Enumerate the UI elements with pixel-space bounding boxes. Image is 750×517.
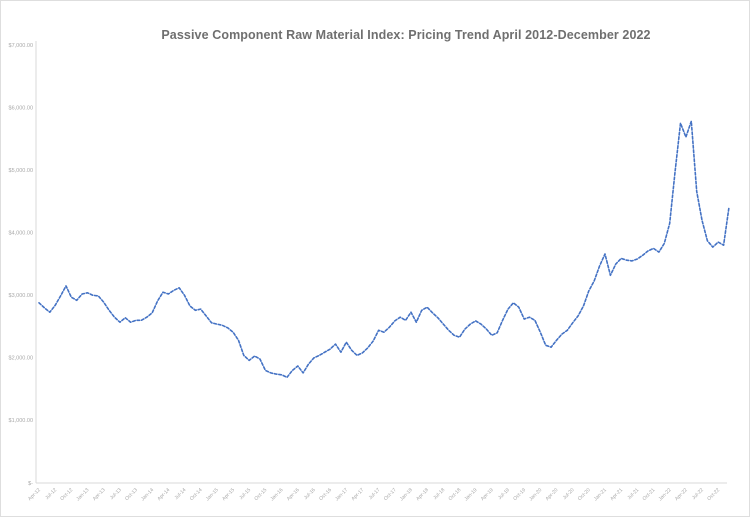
x-tick-label: Jul-19	[497, 487, 511, 501]
x-tick-label: Jul-17	[368, 487, 382, 501]
x-tick-label: Jul-16	[303, 487, 317, 501]
x-tick-label: Jul-22	[691, 487, 705, 501]
x-tick-label: Jan-19	[463, 487, 478, 502]
x-tick-label: Jul-14	[174, 487, 188, 501]
x-tick-label: Apr-13	[92, 487, 107, 502]
x-tick-label: Apr-19	[480, 487, 495, 502]
x-tick-label: Jul-12	[44, 487, 58, 501]
x-tick-label: Jan-20	[528, 487, 543, 502]
x-tick-label: Apr-15	[221, 487, 236, 502]
x-tick-label: Jan-22	[658, 487, 673, 502]
x-tick-label: Oct-20	[577, 487, 592, 502]
y-tick-label: $4,000.00	[9, 231, 33, 237]
x-tick-label: Jul-21	[626, 487, 640, 501]
y-tick-label: $7,000.00	[9, 43, 33, 49]
x-tick-label: Apr-17	[350, 487, 365, 502]
x-tick-label: Jan-14	[140, 487, 155, 502]
x-tick-label: Jul-13	[109, 487, 123, 501]
x-tick-label: Oct-14	[189, 487, 204, 502]
x-tick-label: Apr-14	[156, 487, 171, 502]
x-tick-label: Apr-21	[609, 487, 624, 502]
y-tick-label: $3,000.00	[9, 293, 33, 299]
x-tick-label: Oct-17	[383, 487, 398, 502]
y-tick-label: $6,000.00	[9, 105, 33, 111]
x-tick-label: Jan-21	[593, 487, 608, 502]
x-tick-label: Apr-18	[415, 487, 430, 502]
x-tick-label: Jan-16	[269, 487, 284, 502]
x-tick-label: Oct-13	[124, 487, 139, 502]
x-tick-label: Apr-20	[545, 487, 560, 502]
x-tick-label: Jan-17	[334, 487, 349, 502]
x-tick-label: Apr-22	[674, 487, 689, 502]
x-tick-label: Oct-16	[318, 487, 333, 502]
x-tick-label: Oct-21	[642, 487, 657, 502]
y-tick-label: $5,000.00	[9, 168, 33, 174]
x-tick-label: Jan-18	[399, 487, 414, 502]
x-tick-label: Apr-16	[286, 487, 301, 502]
x-tick-label: Oct-15	[253, 487, 268, 502]
x-tick-label: Oct-18	[448, 487, 463, 502]
index-price-line	[38, 120, 730, 379]
x-tick-label: Apr-12	[27, 487, 42, 502]
x-tick-label: Oct-12	[59, 487, 74, 502]
x-tick-label: Jan-15	[205, 487, 220, 502]
y-tick-label: $1,000.00	[9, 418, 33, 424]
x-tick-label: Oct-19	[512, 487, 527, 502]
y-tick-label: $2,000.00	[9, 356, 33, 362]
x-tick-label: Jul-15	[238, 487, 252, 501]
chart-title: Passive Component Raw Material Index: Pr…	[161, 28, 651, 42]
x-tick-label: Oct-22	[706, 487, 721, 502]
y-tick-label: $-	[28, 481, 33, 487]
x-tick-label: Jul-20	[562, 487, 576, 501]
x-tick-label: Jan-13	[75, 487, 90, 502]
x-tick-label: Jul-18	[432, 487, 446, 501]
